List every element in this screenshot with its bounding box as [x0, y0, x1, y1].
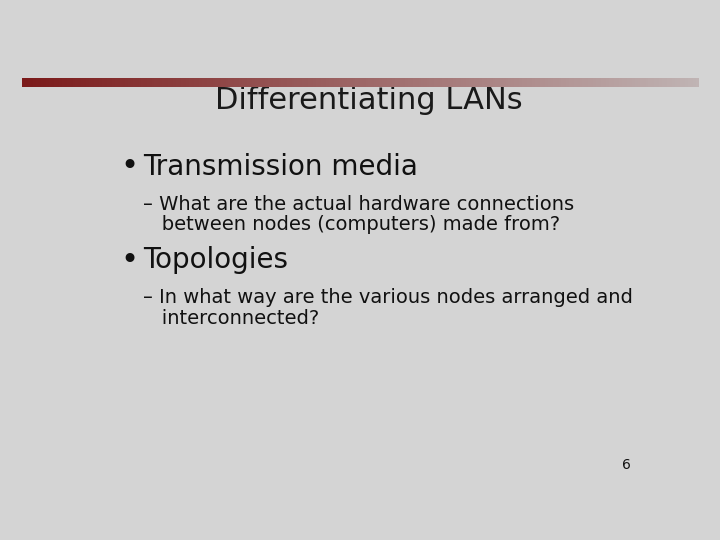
Text: between nodes (computers) made from?: between nodes (computers) made from? [143, 215, 560, 234]
Text: Transmission media: Transmission media [143, 153, 418, 181]
Text: interconnected?: interconnected? [143, 309, 319, 328]
Text: – What are the actual hardware connections: – What are the actual hardware connectio… [143, 194, 574, 214]
Text: Differentiating LANs: Differentiating LANs [215, 86, 523, 114]
Text: – In what way are the various nodes arranged and: – In what way are the various nodes arra… [143, 288, 633, 307]
Text: 6: 6 [622, 458, 631, 472]
Text: •: • [121, 246, 139, 275]
Text: Topologies: Topologies [143, 246, 288, 274]
Text: •: • [121, 152, 139, 181]
